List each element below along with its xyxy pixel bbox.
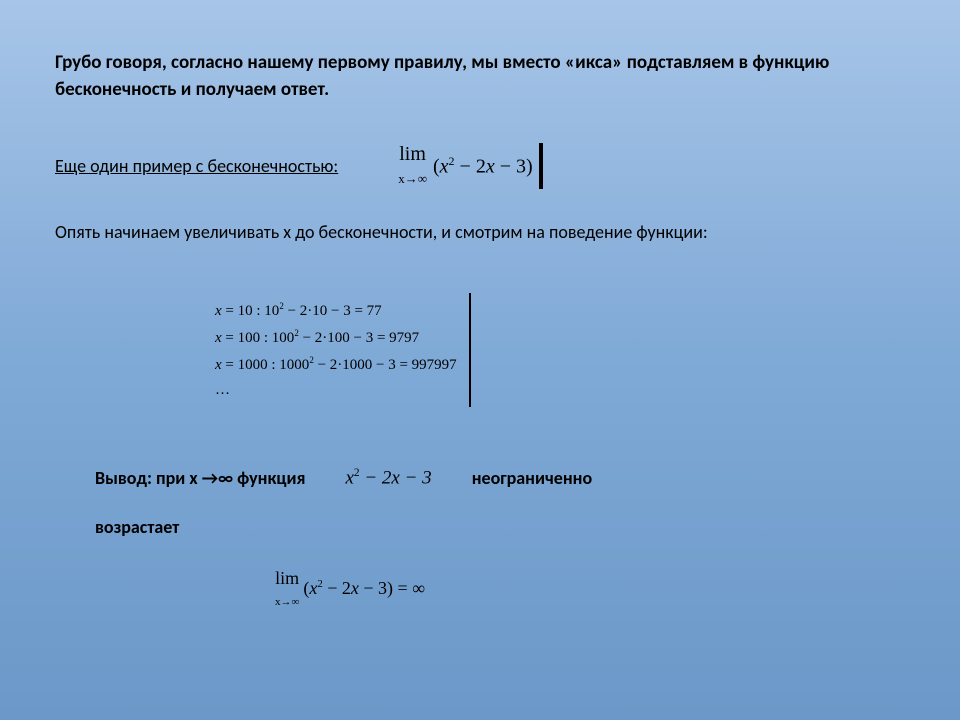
limit-formula-1: lim x→∞ (x2 − 2x − 3) — [398, 143, 542, 189]
behavior-paragraph: Опять начинаем увеличивать x до бесконеч… — [55, 221, 905, 243]
calc-line: x = 100 : 1002 − 2·100 − 3 = 9797 — [215, 328, 457, 347]
conclusion-line2: возрастает — [95, 516, 905, 538]
calc-line: x = 10 : 102 − 2·10 − 3 = 77 — [215, 301, 457, 320]
heading-text: Грубо говоря, согласно нашему первому пр… — [55, 50, 905, 103]
calculation-block: x = 10 : 102 − 2·10 − 3 = 77 x = 100 : 1… — [215, 293, 471, 407]
conclusion-line1: Вывод: при x →∞ функция x2 − 2x − 3 неог… — [95, 467, 905, 489]
final-lim-sub: x→∞ — [275, 596, 299, 608]
example-row: Еще один пример с бесконечностью: lim x→… — [55, 143, 905, 189]
calc-line: x = 1000 : 10002 − 2·1000 − 3 = 997997 — [215, 355, 457, 374]
final-formula: lim x→∞ (x2 − 2x − 3) = ∞ — [275, 568, 425, 610]
final-lim-label: lim — [275, 568, 299, 588]
slide-content: Грубо говоря, согласно нашему первому пр… — [0, 0, 960, 660]
example-intro: Еще один пример с бесконечностью: — [55, 155, 338, 177]
conclusion-part2: неограниченно — [472, 467, 592, 489]
conclusion-formula: x2 − 2x − 3 — [345, 467, 431, 489]
lim-label: lim — [399, 143, 426, 165]
calc-ellipsis: … — [215, 382, 457, 399]
lim-sub: x→∞ — [398, 171, 427, 186]
conclusion-part1: Вывод: при x →∞ функция — [95, 467, 305, 489]
